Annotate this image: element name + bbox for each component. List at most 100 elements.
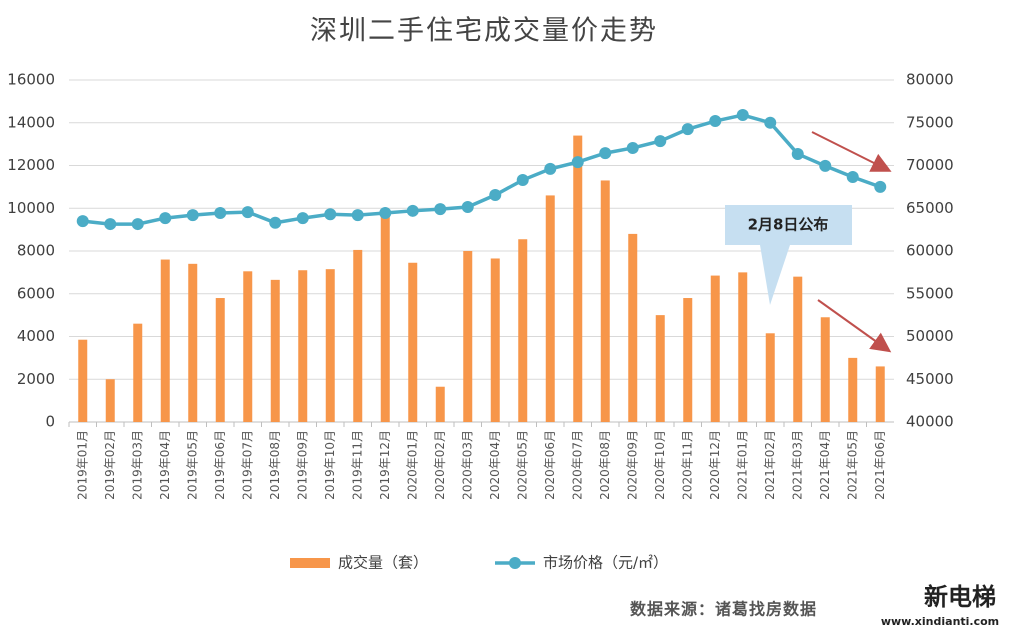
line-marker [489,188,502,201]
x-tick-label: 2021年05月 [845,430,859,500]
x-tick-label: 2019年09月 [295,430,309,500]
line-marker [791,147,804,160]
line-marker [571,156,584,169]
callout [725,205,852,305]
y-tick-label: 8000 [17,242,55,260]
bar [325,269,335,422]
y-tick-label: 6000 [17,284,55,302]
bar [738,272,748,422]
x-tick-label: 2019年08月 [268,430,282,500]
line-marker [654,135,667,148]
y-tick-label: 2000 [17,370,55,388]
x-tick-label: 2019年05月 [185,430,199,500]
legend-swatch [290,558,330,568]
line-marker [241,206,254,219]
plot-area: 0 2000 4000 6000 8000 10000 12000 14000 16000 400… [7,71,953,572]
y2-tick-label: 60000 [906,242,954,260]
legend-label: 市场价格（元/㎡） [543,554,668,572]
x-tick-label: 2021年03月 [790,430,804,500]
bar [765,333,775,422]
line-marker [626,141,639,154]
y-tick-label: 14000 [7,113,55,131]
x-tick-label: 2019年04月 [158,430,172,500]
x-tick-label: 2019年07月 [240,430,254,500]
bar [848,357,858,422]
line-marker [186,209,199,222]
bar [710,275,720,422]
bar [215,298,225,422]
trend-arrow [817,299,892,353]
line-marker [214,206,227,219]
chart-title: 深圳二手住宅成交量价走势 [310,16,658,47]
bar [820,317,830,422]
line-marker [296,212,309,225]
line-marker [324,208,337,221]
line-marker [434,203,447,216]
y2-tick-label: 55000 [906,284,954,302]
bar [628,233,638,422]
line-marker [269,216,282,229]
x-tick-label: 2021年02月 [763,430,777,500]
line-marker [351,209,364,222]
x-tick-label: 2019年12月 [378,430,392,500]
bar [78,339,88,422]
line-marker [736,109,749,122]
line-marker [159,212,172,225]
line-marker [379,206,392,219]
x-tick-label: 2020年04月 [488,430,502,500]
x-tick-label: 2019年01月 [75,430,89,500]
line-marker [764,116,777,129]
line-marker [846,171,859,184]
line-marker [406,204,419,217]
y2-tick-label: 40000 [906,413,954,431]
bar [160,259,170,422]
bar [655,315,665,422]
line-marker [544,162,557,175]
line-marker [874,180,887,193]
bar [600,180,610,422]
line-marker [76,215,89,228]
bar [793,276,803,422]
x-tick-label: 2020年05月 [515,430,529,500]
x-tick-label: 2020年07月 [570,430,584,500]
bar [408,262,418,422]
x-tick-label: 2020年03月 [460,430,474,500]
watermark-url: www.xindianti.com [881,615,999,628]
bar [380,213,390,422]
x-tick-label: 2020年01月 [405,430,419,500]
annotation: 2月8日公布 [748,216,829,234]
y2-tick-label: 50000 [906,327,954,345]
x-tick-label: 2019年10月 [323,430,337,500]
bar [435,386,445,422]
line-marker [709,115,722,128]
bar [683,298,693,422]
y2-tick-label: 45000 [906,370,954,388]
x-tick-label: 2019年06月 [213,430,227,500]
line-marker [599,147,612,160]
x-tick-label: 2021年06月 [873,430,887,500]
line-marker [461,200,474,213]
bar [875,366,885,422]
x-tick-label: 2020年12月 [708,430,722,500]
y2-tick-label: 70000 [906,156,954,174]
y2-tick-label: 75000 [906,113,954,131]
y2-tick-label: 80000 [906,71,954,89]
line-marker [131,218,144,231]
x-tick-label: 2020年10月 [653,430,667,500]
line-marker [516,174,529,187]
x-tick-label: 2020年08月 [598,430,612,500]
trend-arrow [811,131,892,172]
legend-label: 成交量（套） [338,554,428,572]
bar [490,258,500,422]
x-tick-label: 2020年09月 [625,430,639,500]
watermark-logo: 新电梯 [924,583,996,611]
line-marker [681,123,694,136]
legend-swatch [509,557,521,569]
x-tick-label: 2019年11月 [350,430,364,500]
source: 数据来源：诸葛找房数据 [630,600,817,619]
x-tick-label: 2021年04月 [818,430,832,500]
bar [463,251,473,422]
y-tick-label: 0 [45,413,55,431]
bar [105,379,115,422]
x-tick-label: 2020年11月 [680,430,694,500]
